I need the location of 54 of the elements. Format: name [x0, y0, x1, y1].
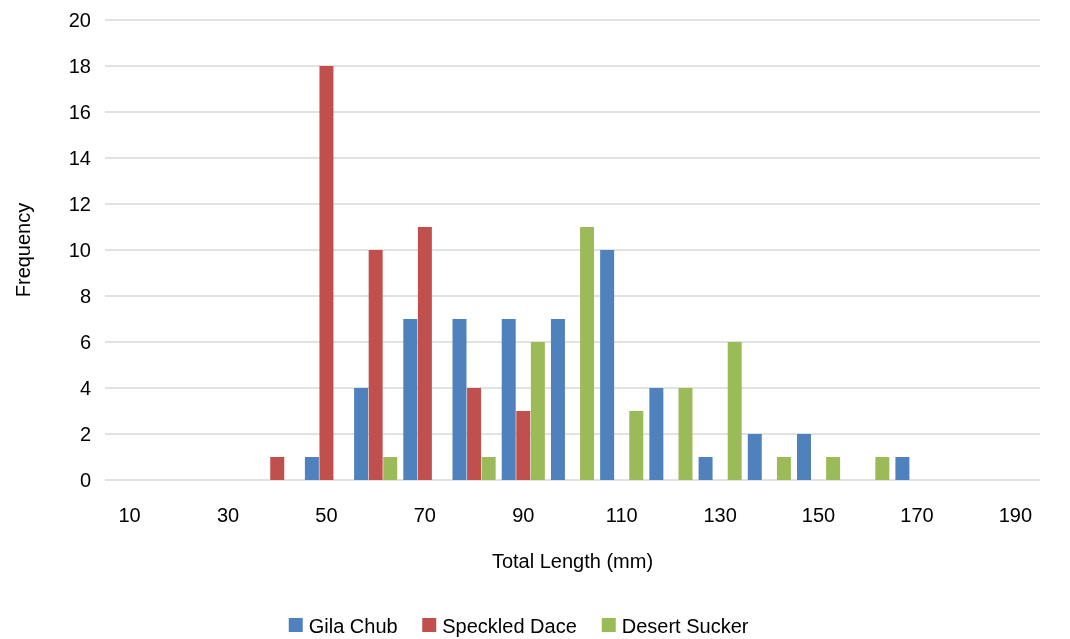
x-axis-title: Total Length (mm): [491, 550, 654, 572]
x-tick-label: 50: [315, 504, 338, 526]
legend-label: Gila Chub: [308, 615, 398, 637]
bar: [501, 319, 516, 480]
y-tick-label: 16: [68, 101, 91, 123]
x-tick-label: 70: [413, 504, 436, 526]
bar: [826, 457, 841, 480]
bar: [600, 250, 615, 480]
legend-label: Speckled Dace: [442, 615, 577, 637]
x-tick-label: 190: [998, 504, 1033, 526]
bar: [481, 457, 496, 480]
bar: [403, 319, 418, 480]
bar: [452, 319, 467, 480]
bar: [417, 227, 432, 480]
bar: [698, 457, 713, 480]
x-tick-label: 90: [512, 504, 535, 526]
bar: [649, 388, 664, 480]
y-tick-label: 12: [68, 193, 91, 215]
bar: [776, 457, 791, 480]
bar: [304, 457, 319, 480]
legend-label: Desert Sucker: [621, 615, 749, 637]
y-tick-label: 10: [68, 239, 91, 261]
bar: [875, 457, 890, 480]
x-tick-label: 110: [605, 504, 638, 526]
bar: [727, 342, 742, 480]
bar: [467, 388, 482, 480]
bar: [796, 434, 811, 480]
y-tick-label: 0: [79, 469, 91, 491]
x-tick-label: 30: [216, 504, 240, 526]
bar: [319, 66, 334, 480]
bar: [368, 250, 383, 480]
bar: [629, 411, 644, 480]
x-tick-label: 150: [801, 504, 836, 526]
bar: [895, 457, 910, 480]
bar: [354, 388, 369, 480]
y-tick-label: 2: [79, 423, 91, 445]
y-tick-label: 8: [79, 285, 91, 307]
bar: [383, 457, 398, 480]
bar: [530, 342, 545, 480]
y-tick-label: 4: [79, 377, 91, 399]
bar: [747, 434, 762, 480]
bar: [678, 388, 693, 480]
y-tick-label: 6: [79, 331, 91, 353]
x-tick-label: 170: [900, 504, 934, 526]
y-tick-label: 14: [68, 147, 91, 169]
bar: [270, 457, 285, 480]
bar: [516, 411, 531, 480]
y-tick-label: 20: [68, 9, 91, 31]
y-tick-label: 18: [68, 55, 91, 77]
x-tick-label: 130: [703, 504, 737, 526]
y-axis-title: Frequency: [12, 202, 34, 298]
bar: [580, 227, 595, 480]
x-tick-label: 10: [118, 504, 141, 526]
bar: [550, 319, 565, 480]
